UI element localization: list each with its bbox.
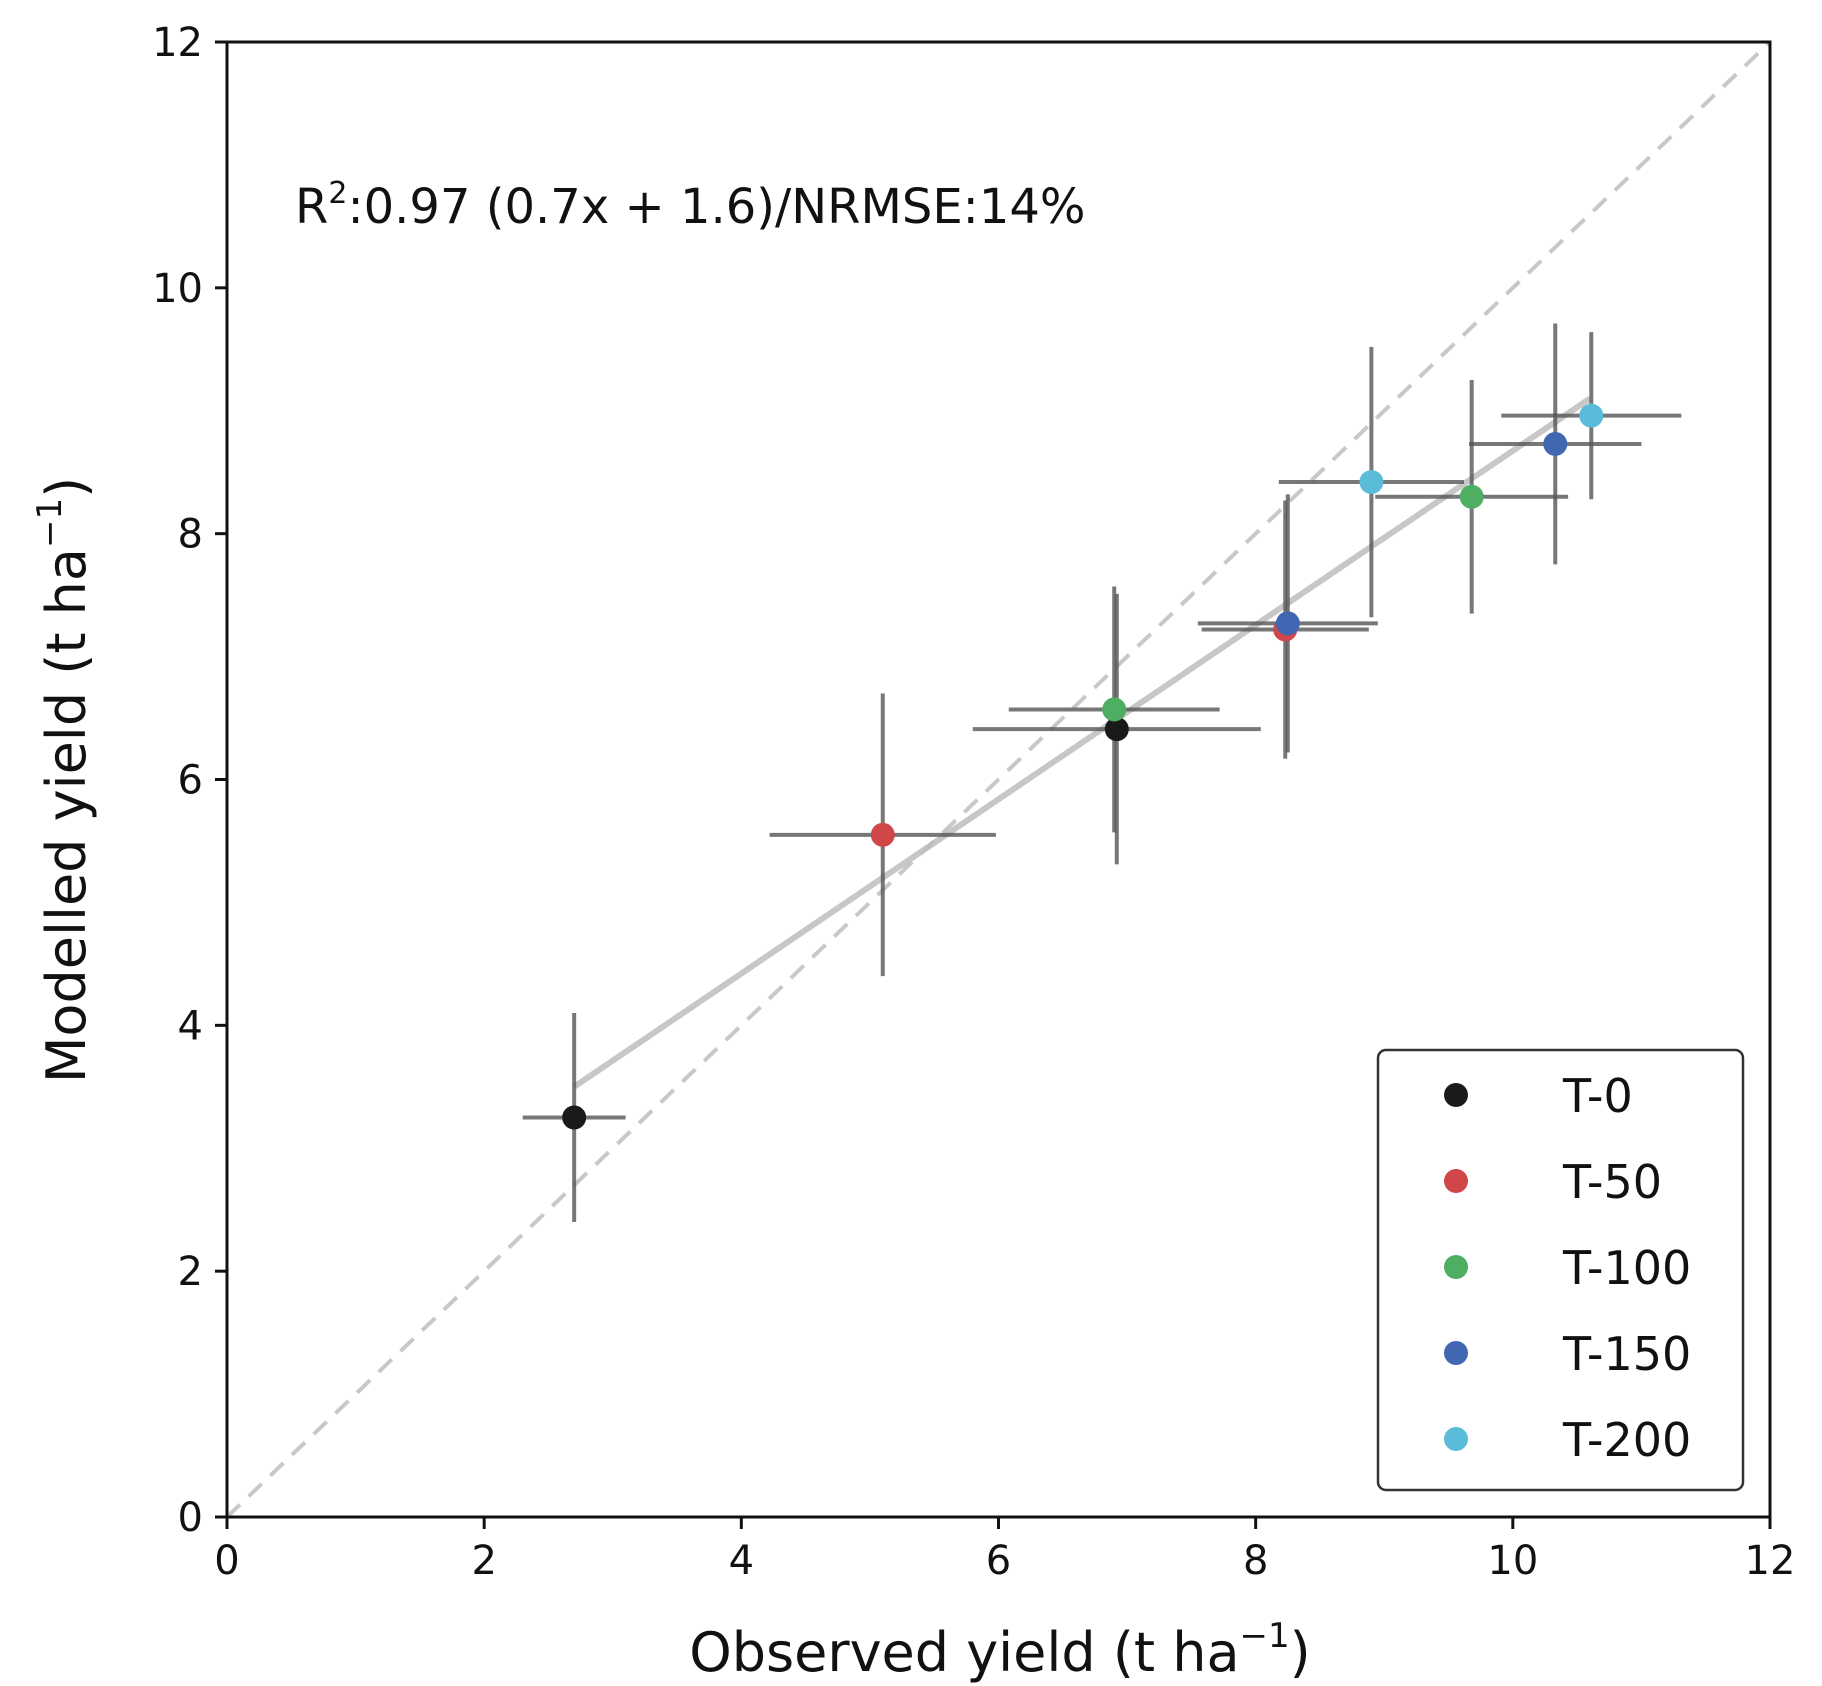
reference-lines: [225, 40, 1772, 1519]
stats-annotation: R2:0.97 (0.7x + 1.6)/NRMSE:14%: [295, 176, 1086, 235]
y-axis-label-sup: −1: [30, 498, 70, 548]
annotation-prefix: R: [295, 179, 328, 235]
data-points: [562, 403, 1604, 1130]
legend-label: T-50: [1562, 1155, 1662, 1209]
legend-label: T-200: [1562, 1413, 1691, 1467]
data-point: [1579, 403, 1604, 428]
legend-label: T-0: [1562, 1069, 1633, 1123]
legend-marker: [1444, 1341, 1468, 1365]
y-axis-label: Modelled yield (t ha−1): [30, 477, 98, 1083]
x-tick-label: 4: [729, 1538, 754, 1584]
x-tick-label: 10: [1487, 1538, 1538, 1584]
data-point: [1102, 697, 1127, 722]
data-point: [1359, 470, 1384, 495]
y-tick-label: 0: [178, 1495, 203, 1541]
x-tick-label: 8: [1243, 1538, 1268, 1584]
data-point: [1275, 611, 1300, 636]
legend-label: T-100: [1562, 1241, 1691, 1295]
data-point: [1459, 484, 1484, 509]
y-axis-label-main: Modelled yield (t ha: [35, 548, 98, 1083]
legend-marker: [1444, 1083, 1468, 1107]
legend-marker: [1444, 1255, 1468, 1279]
axis-ticks: 0 2 4 6 8 10 12 0 2 4 6 8 10 12: [152, 20, 1795, 1584]
y-tick-label: 12: [152, 20, 203, 66]
data-point: [1104, 717, 1129, 742]
x-tick-label: 0: [214, 1538, 239, 1584]
legend: T-0 T-50 T-100 T-150 T-200: [1376, 1048, 1745, 1492]
legend-box: [1376, 1048, 1745, 1492]
x-axis-label: Observed yield (t ha−1): [689, 1616, 1311, 1684]
data-point: [870, 822, 895, 847]
x-tick-label: 2: [471, 1538, 496, 1584]
data-point: [1543, 431, 1568, 456]
regression-line: [572, 395, 1592, 1090]
y-axis-label-end: ): [35, 477, 98, 498]
x-axis-label-sup: −1: [1240, 1616, 1290, 1656]
annotation-text: :0.97 (0.7x + 1.6)/NRMSE:14%: [347, 179, 1085, 235]
y-tick-label: 10: [152, 266, 203, 312]
y-tick-label: 8: [178, 512, 203, 558]
x-axis-label-main: Observed yield (t ha: [689, 1621, 1239, 1684]
x-axis-label-end: ): [1290, 1621, 1311, 1684]
legend-marker: [1444, 1169, 1468, 1193]
legend-label: T-150: [1562, 1327, 1691, 1381]
data-point: [562, 1105, 587, 1130]
annotation-superscript: 2: [328, 176, 347, 211]
x-tick-label: 6: [986, 1538, 1011, 1584]
legend-marker: [1444, 1427, 1468, 1451]
y-tick-label: 4: [178, 1003, 203, 1049]
y-tick-label: 6: [178, 758, 203, 804]
one-to-one-line: [225, 40, 1772, 1519]
x-tick-label: 12: [1745, 1538, 1796, 1584]
y-tick-label: 2: [178, 1249, 203, 1295]
